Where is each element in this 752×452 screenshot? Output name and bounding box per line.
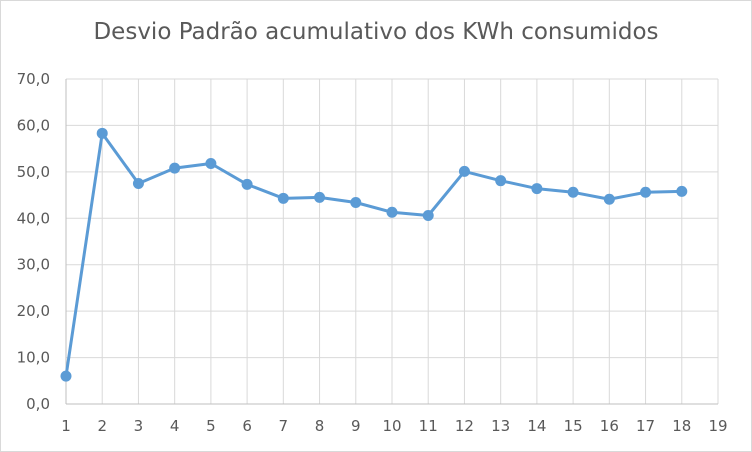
data-point [96,127,108,139]
series-layer [60,127,688,382]
x-tick-label: 17 [636,417,655,435]
data-point [640,186,652,198]
data-point [169,162,181,174]
x-tick-label: 4 [170,417,180,435]
data-point [531,183,543,195]
x-tick-label: 2 [97,417,107,435]
data-point [241,178,253,190]
data-point [567,186,579,198]
x-tick-label: 10 [382,417,401,435]
x-tick-label: 5 [206,417,216,435]
x-tick-label: 9 [351,417,361,435]
x-tick-label: 13 [491,417,510,435]
y-tick-label: 60,0 [17,116,50,134]
y-tick-label: 20,0 [17,302,50,320]
gridlines [65,78,719,405]
x-tick-label: 8 [315,417,325,435]
data-point [60,370,72,382]
x-tick-label: 18 [672,417,691,435]
data-point [205,158,217,169]
chart-title: Desvio Padrão acumulativo dos KWh consum… [93,19,659,45]
data-point [676,185,688,197]
y-tick-label: 10,0 [17,349,50,367]
data-point [386,206,398,218]
x-tick-label: 1 [61,417,71,435]
data-point [422,210,434,221]
data-point [277,192,289,204]
x-tick-label: 7 [279,417,289,435]
data-point [495,175,507,187]
y-tick-label: 40,0 [17,209,50,227]
x-tick-label: 3 [134,417,144,435]
data-point [350,197,362,208]
x-tick-label: 19 [708,417,727,435]
y-tick-label: 70,0 [17,70,50,88]
x-tick-label: 15 [564,417,583,435]
data-point [458,165,470,177]
axes: 0,010,020,030,040,050,060,070,01 2 3 4 5 6 7 8 9… [17,70,728,435]
series-line [64,131,682,377]
y-tick-label: 0,0 [26,395,50,413]
x-tick-label: 12 [455,417,474,435]
x-tick-label: 14 [527,417,546,435]
x-tick-label: 16 [600,417,619,435]
data-point [603,193,615,205]
y-tick-label: 30,0 [17,256,50,274]
data-point [132,177,144,189]
y-tick-label: 50,0 [17,163,50,181]
x-tick-label: 6 [242,417,252,435]
data-point [314,191,326,203]
x-tick-label: 11 [419,417,438,435]
